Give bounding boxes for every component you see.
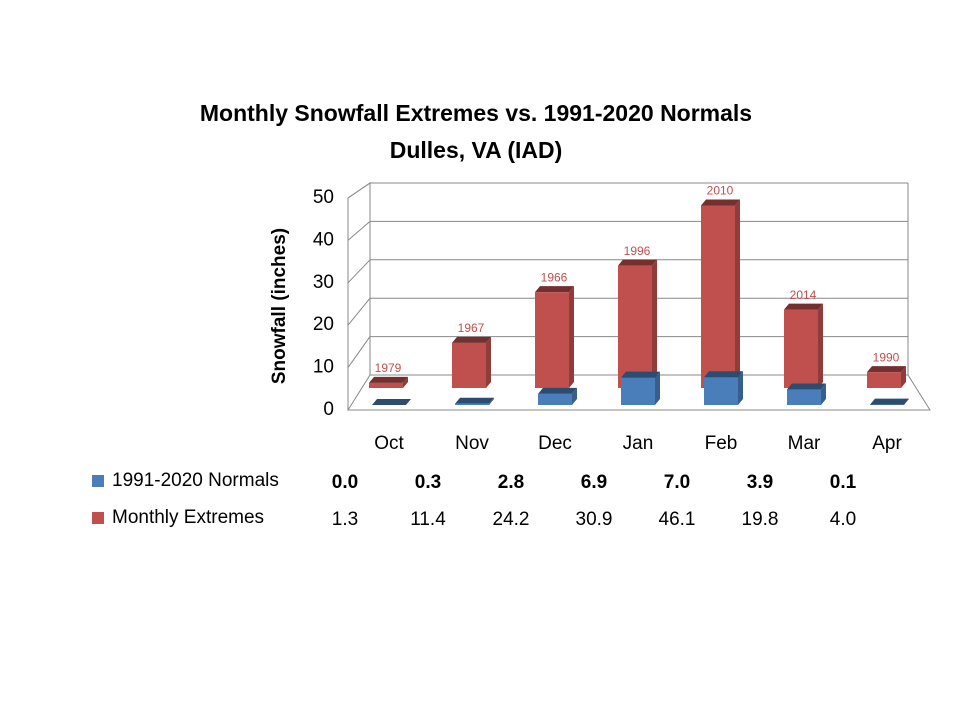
bar-front [704, 377, 738, 405]
bar [369, 377, 408, 388]
y-tick-label: 30 [313, 272, 334, 293]
bar-top [372, 399, 411, 405]
bar [787, 384, 826, 405]
bar-top [369, 377, 408, 383]
bar-front [369, 383, 403, 388]
table-value: 11.4 [410, 509, 446, 530]
table-value: 30.9 [576, 509, 613, 530]
table-value: 0.3 [415, 472, 441, 493]
table-value: 7.0 [664, 472, 690, 493]
y-axis-label: Snowfall (inches) [269, 228, 290, 384]
table-value: 3.9 [747, 472, 773, 493]
bar-top [538, 388, 577, 394]
bar-side [735, 199, 740, 388]
table-value: 24.2 [493, 509, 530, 530]
bar-top [535, 286, 574, 292]
bar-side [818, 304, 823, 388]
x-tick-label: Oct [374, 433, 404, 454]
grid-line [348, 183, 370, 198]
bar-front [452, 343, 486, 388]
bar [621, 372, 660, 405]
bar-annotation: 2014 [790, 288, 817, 302]
bar-top [870, 399, 909, 405]
table-value: 19.8 [742, 509, 779, 530]
x-tick-label: Dec [538, 433, 572, 454]
legend-swatch [92, 475, 104, 487]
x-tick-label: Feb [705, 433, 738, 454]
bar-front [701, 205, 735, 388]
bar-top [618, 260, 657, 266]
bar [870, 399, 909, 405]
table-value: 46.1 [659, 509, 696, 530]
bar-side [486, 337, 491, 388]
bar-front [787, 390, 821, 405]
bar-top [704, 371, 743, 377]
legend-label: 1991-2020 Normals [112, 470, 279, 491]
x-tick-label: Mar [788, 433, 821, 454]
bar [538, 388, 577, 405]
chart-subtitle: Dulles, VA (IAD) [390, 137, 563, 163]
bar-front [455, 404, 489, 405]
bar-annotation: 1990 [873, 350, 900, 364]
bar-side [569, 286, 574, 388]
bar-annotation: 1996 [624, 244, 651, 258]
bar-front [867, 372, 901, 388]
bar-side [652, 260, 657, 388]
grid-line [348, 221, 370, 240]
table-value: 0.0 [332, 472, 358, 493]
bar-annotation: 1979 [375, 361, 402, 375]
grid-line [348, 337, 370, 368]
table-value: 6.9 [581, 472, 607, 493]
y-tick-label: 10 [313, 357, 334, 378]
bar-top [452, 337, 491, 343]
bar-top [867, 366, 906, 372]
bar [618, 260, 657, 388]
y-tick-label: 50 [313, 187, 334, 208]
bar [704, 371, 743, 405]
legend-label: Monthly Extremes [112, 507, 264, 528]
bar-annotation: 2010 [707, 184, 734, 198]
y-tick-label: 20 [313, 314, 334, 335]
bar [452, 337, 491, 388]
bar-top [621, 372, 660, 378]
table-value: 2.8 [498, 472, 524, 493]
bar-annotation: 1966 [541, 270, 568, 284]
bar-front [621, 378, 655, 405]
table-value: 1.3 [332, 509, 358, 530]
grid-line [348, 260, 370, 283]
bar-front [535, 292, 569, 388]
bar-top [784, 304, 823, 310]
bar [455, 398, 494, 405]
x-tick-label: Nov [455, 433, 489, 454]
bar-top [455, 398, 494, 404]
bar-top [701, 199, 740, 205]
table-value: 0.1 [830, 472, 857, 493]
bar [701, 199, 740, 388]
bar-annotation: 1967 [458, 321, 485, 335]
x-tick-label: Apr [872, 433, 902, 454]
bar [535, 286, 574, 388]
grid-line [348, 298, 370, 325]
y-tick-label: 0 [323, 399, 334, 420]
bar [867, 366, 906, 388]
bar-top [787, 384, 826, 390]
chart-title: Monthly Snowfall Extremes vs. 1991-2020 … [200, 100, 752, 126]
bar-front [784, 310, 818, 388]
table-value: 4.0 [830, 509, 856, 530]
bar [372, 399, 411, 405]
side-wall [348, 183, 370, 410]
bar-front [618, 266, 652, 388]
y-tick-label: 40 [313, 229, 334, 250]
bar-front [538, 394, 572, 405]
legend-swatch [92, 512, 104, 524]
bar [784, 304, 823, 388]
x-tick-label: Jan [623, 433, 654, 454]
